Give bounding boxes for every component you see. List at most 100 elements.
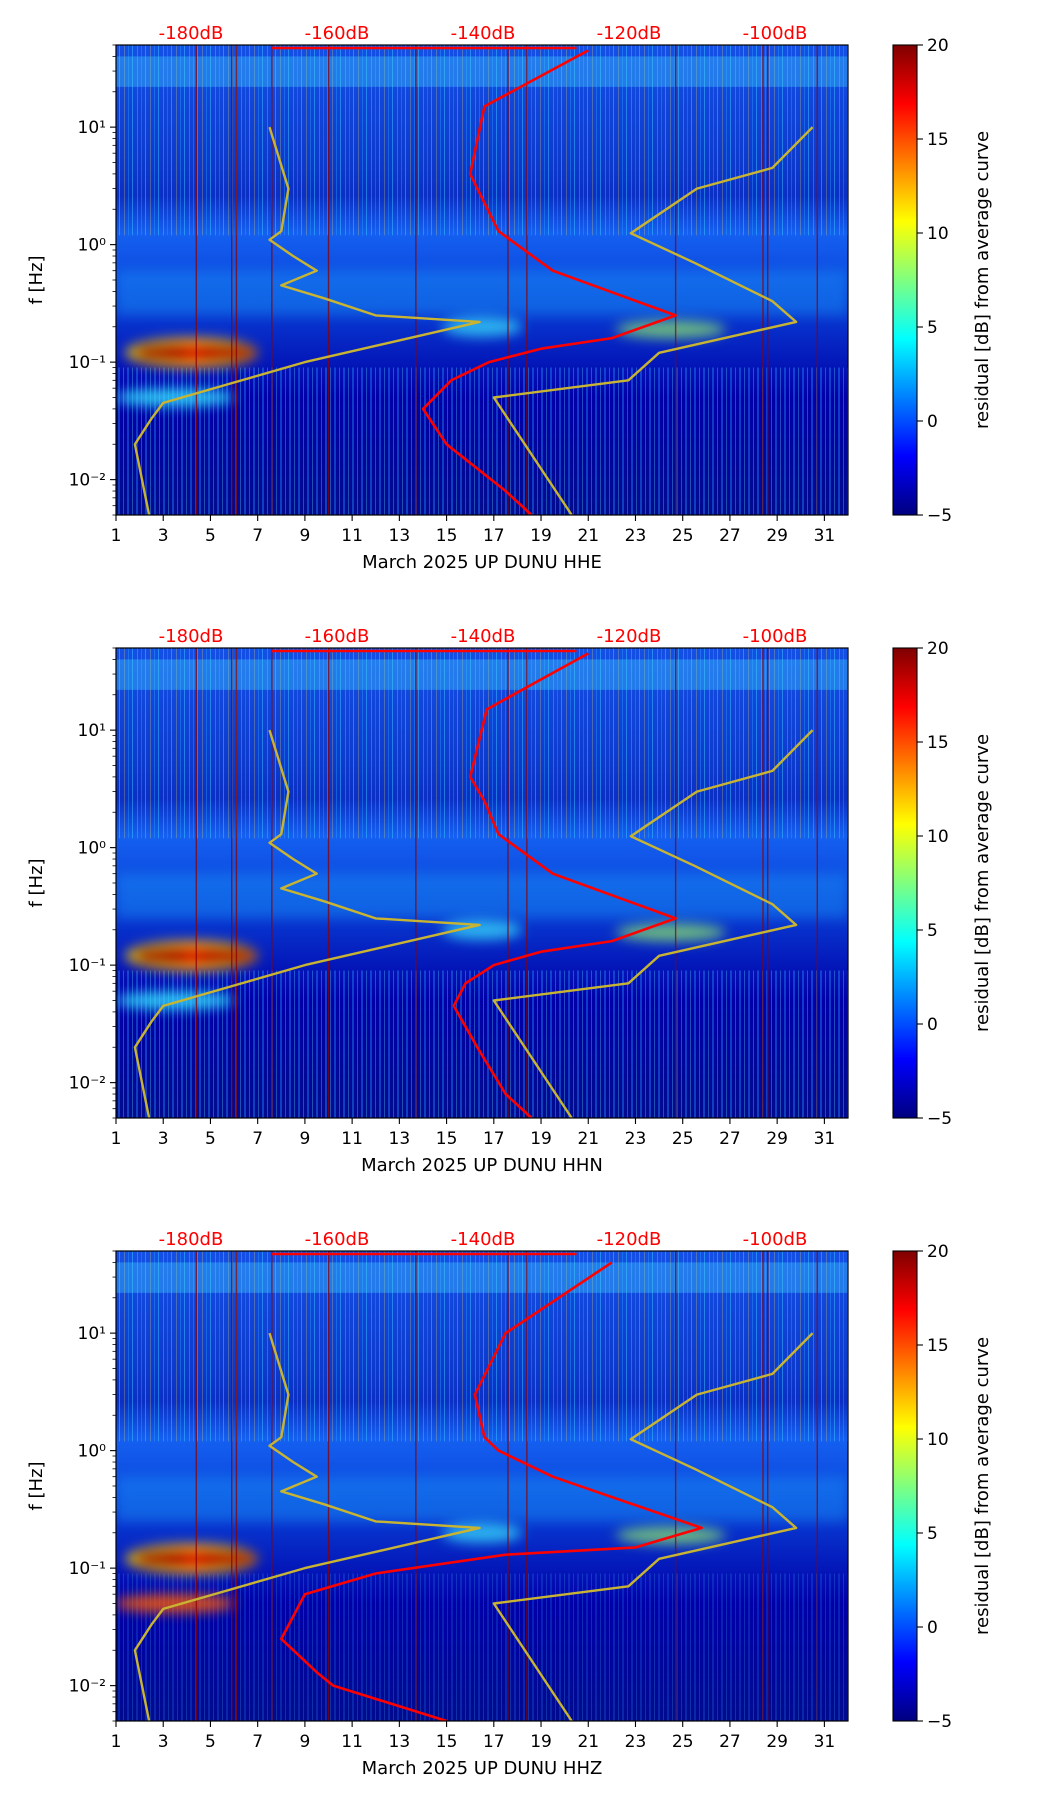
db-scale-label: -120dB — [597, 626, 662, 647]
x-tick-label: 5 — [205, 1732, 216, 1752]
x-tick-label: 31 — [814, 526, 836, 546]
x-tick-label: 13 — [389, 1129, 411, 1149]
x-tick-label: 13 — [389, 526, 411, 546]
colorbar-tick-label: 15 — [927, 130, 949, 150]
x-tick-label: 3 — [158, 526, 169, 546]
x-tick-label: 23 — [625, 1732, 647, 1752]
colorbar-tick-label: −5 — [927, 1109, 952, 1129]
db-scale-label: -140dB — [451, 626, 516, 647]
colorbar-label: residual [dB] from average curve — [972, 1337, 993, 1635]
colorbar-tick-label: 20 — [927, 1242, 949, 1262]
x-tick-label: 3 — [158, 1732, 169, 1752]
db-scale-label: -160dB — [305, 1229, 370, 1250]
colorbar-tick-label: 0 — [927, 412, 938, 432]
reference-low-curve — [133, 1332, 481, 1721]
x-axis-label: March 2025 UP DUNU HHE — [362, 552, 602, 573]
x-tick-label: 11 — [341, 526, 363, 546]
x-tick-label: 27 — [719, 1129, 741, 1149]
db-scale-label: -160dB — [305, 23, 370, 44]
db-scale-label: -120dB — [597, 1229, 662, 1250]
x-tick-label: 7 — [252, 1129, 263, 1149]
x-tick-label: 13 — [389, 1732, 411, 1752]
colorbar-tick-label: 5 — [927, 318, 938, 338]
reference-high-curve — [492, 1332, 814, 1721]
y-tick-label: 10⁰ — [78, 1442, 107, 1462]
db-scale-label: -100dB — [743, 23, 808, 44]
colorbar-tick-label: −5 — [927, 1712, 952, 1732]
x-tick-label: 27 — [719, 1732, 741, 1752]
x-tick-label: 15 — [436, 526, 458, 546]
x-tick-label: 27 — [719, 526, 741, 546]
noise-model-curve — [421, 49, 677, 515]
x-tick-label: 25 — [672, 1732, 694, 1752]
y-axis-label: f [Hz] — [26, 255, 47, 304]
db-scale-label: -100dB — [743, 1229, 808, 1250]
y-tick-label: 10⁻¹ — [69, 956, 106, 976]
y-tick-label: 10⁰ — [78, 839, 107, 859]
x-tick-label: 1 — [111, 1129, 122, 1149]
spectrogram — [116, 648, 848, 1118]
x-tick-label: 9 — [299, 1732, 310, 1752]
colorbar-tick-label: 0 — [927, 1015, 938, 1035]
colorbar-tick-label: 5 — [927, 1524, 938, 1544]
x-tick-label: 19 — [530, 1732, 552, 1752]
reference-low-curve — [133, 126, 481, 515]
x-tick-label: 7 — [252, 526, 263, 546]
colorbar-tick-label: 10 — [927, 1430, 949, 1450]
x-tick-label: 21 — [577, 1732, 599, 1752]
x-tick-label: 5 — [205, 526, 216, 546]
x-tick-label: 19 — [530, 526, 552, 546]
colorbar-tick-label: 20 — [927, 36, 949, 56]
x-tick-label: 7 — [252, 1732, 263, 1752]
db-scale-label: -160dB — [305, 626, 370, 647]
colorbar-label: residual [dB] from average curve — [972, 131, 993, 429]
colorbar-label: residual [dB] from average curve — [972, 734, 993, 1032]
x-tick-label: 23 — [625, 1129, 647, 1149]
colorbar-tick-label: 10 — [927, 224, 949, 244]
x-tick-label: 17 — [483, 1129, 505, 1149]
x-tick-label: 19 — [530, 1129, 552, 1149]
x-tick-label: 25 — [672, 1129, 694, 1149]
y-tick-label: 10¹ — [78, 118, 106, 138]
colorbar-tick-label: 15 — [927, 733, 949, 753]
y-tick-label: 10¹ — [78, 1324, 106, 1344]
colorbar-tick-label: 0 — [927, 1618, 938, 1638]
x-tick-label: 21 — [577, 1129, 599, 1149]
x-axis-label: March 2025 UP DUNU HHN — [361, 1155, 603, 1176]
x-tick-label: 3 — [158, 1129, 169, 1149]
colorbar: 20 15 10 5 0 −5 residual [dB] from average cur… — [892, 36, 993, 526]
y-tick-label: 10⁻¹ — [69, 1559, 106, 1579]
colorbar: 20 15 10 5 0 −5 residual [dB] from average cur… — [892, 639, 993, 1129]
colorbar-tick-label: 15 — [927, 1336, 949, 1356]
x-tick-label: 25 — [672, 526, 694, 546]
db-scale-label: -180dB — [159, 23, 224, 44]
y-tick-label: 10¹ — [78, 721, 106, 741]
x-tick-label: 23 — [625, 526, 647, 546]
y-tick-label: 10⁻² — [69, 471, 106, 491]
x-tick-label: 11 — [341, 1732, 363, 1752]
noise-model-curve — [452, 652, 677, 1118]
y-axis-label: f [Hz] — [26, 858, 47, 907]
colorbar-tick-label: −5 — [927, 506, 952, 526]
y-tick-label: 10⁻² — [69, 1074, 106, 1094]
reference-high-curve — [492, 126, 814, 515]
y-tick-label: 10⁰ — [78, 236, 107, 256]
noise-model-curve — [279, 1261, 703, 1721]
y-tick-label: 10⁻¹ — [69, 353, 106, 373]
db-scale-label: -100dB — [743, 626, 808, 647]
x-tick-label: 9 — [299, 526, 310, 546]
x-tick-label: 31 — [814, 1129, 836, 1149]
x-tick-label: 17 — [483, 526, 505, 546]
db-scale-label: -140dB — [451, 23, 516, 44]
db-scale-label: -180dB — [159, 1229, 224, 1250]
x-tick-label: 11 — [341, 1129, 363, 1149]
y-tick-label: 10⁻² — [69, 1677, 106, 1697]
x-tick-label: 1 — [111, 1732, 122, 1752]
x-tick-label: 15 — [436, 1129, 458, 1149]
colorbar-tick-label: 20 — [927, 639, 949, 659]
reference-low-curve — [133, 729, 481, 1118]
